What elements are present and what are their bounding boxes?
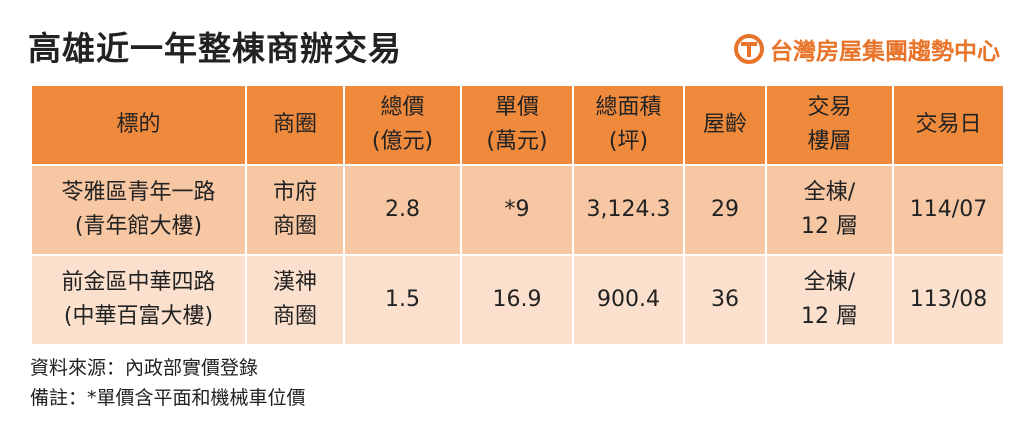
column-header: 交易 樓層 — [765, 84, 894, 166]
note: 備註：*單價含平面和機械車位價 — [30, 387, 306, 409]
notes: 資料來源：內政部實價登錄備註：*單價含平面和機械車位價 — [30, 353, 306, 413]
table-cell: 114/07 — [892, 164, 1005, 256]
table-cell: 36 — [683, 254, 767, 346]
table-cell: 1.5 — [343, 254, 462, 346]
table-cell: 全棟/12 層 — [765, 254, 894, 346]
cell-line: 2.8 — [385, 197, 420, 222]
cell-line: (坪) — [608, 129, 649, 154]
column-header: 交易日 — [892, 84, 1005, 166]
cell-line: 900.4 — [597, 287, 660, 312]
cell-line: 屋齡 — [702, 112, 747, 137]
cell-line: 單價 — [494, 95, 539, 120]
cell-line: 16.9 — [492, 287, 542, 312]
table-cell: 900.4 — [572, 254, 685, 346]
column-header: 標的 — [30, 84, 247, 166]
table-cell: 全棟/12 層 — [765, 164, 894, 256]
cell-line: (萬元) — [486, 129, 548, 154]
cell-line: 商圈 — [272, 112, 317, 137]
brand: 台灣房屋集團趨勢中心 — [734, 32, 1000, 66]
cell-line: 交易日 — [915, 112, 982, 137]
table-cell: 苓雅區青年一路 (青年館大樓) — [30, 164, 247, 256]
cell-line: (中華百富大樓) — [63, 304, 214, 329]
table-cell: 市府 商圈 — [245, 164, 345, 256]
cell-line: 36 — [711, 287, 739, 312]
cell-line: 全棟/ — [803, 180, 856, 205]
cell-line: (億元) — [371, 129, 434, 154]
column-header: 單價 (萬元) — [460, 84, 574, 166]
cell-line: 12 層 — [801, 214, 858, 239]
table-cell: *9 — [460, 164, 574, 256]
cell-line: 12 層 — [801, 304, 858, 329]
header-row: 標的 商圈 總價 (億元) 單價 (萬元) 總面積 (坪) 屋齡 交易 樓層 交易日 — [30, 84, 1005, 166]
cell-line: 苓雅區青年一路 — [61, 180, 216, 205]
cell-line: 113/08 — [909, 287, 988, 312]
cell-line: 114/07 — [909, 197, 988, 222]
title: 高雄近一年整棟商辦交易 — [28, 29, 402, 68]
cell-line: 3,124.3 — [586, 197, 671, 222]
cell-line: 市府 — [272, 180, 317, 205]
cell-line: 商圈 — [272, 304, 317, 329]
table-row: 前金區中華四路 (中華百富大樓) 漢神商圈 1.5 16.9 900.4 36 全棟/12 層… — [30, 254, 1005, 346]
cell-line: (青年館大樓) — [74, 214, 203, 239]
cell-line: 樓層 — [807, 129, 852, 154]
table-cell: 3,124.3 — [572, 164, 685, 256]
cell-line: 1.5 — [385, 287, 420, 312]
table-cell: 113/08 — [892, 254, 1005, 346]
note: 資料來源：內政部實價登錄 — [30, 357, 259, 379]
cell-line: 29 — [711, 197, 739, 222]
cell-line: 總價 — [380, 95, 425, 120]
column-header: 總面積 (坪) — [572, 84, 685, 166]
table-cell: 29 — [683, 164, 767, 256]
cell-line: 全棟/ — [803, 270, 856, 295]
column-header: 總價 (億元) — [343, 84, 462, 166]
table-cell: 前金區中華四路 (中華百富大樓) — [30, 254, 247, 346]
cell-line: *9 — [504, 197, 530, 222]
cell-line: 交易 — [807, 95, 852, 120]
brand-name: 台灣房屋集團趨勢中心 — [770, 39, 1000, 65]
table-cell: 16.9 — [460, 254, 574, 346]
cell-line: 漢神 — [272, 270, 317, 295]
cell-line: 標的 — [116, 112, 161, 137]
cell-line: 總面積 — [595, 95, 662, 120]
column-header: 屋齡 — [683, 84, 767, 166]
brand-logo — [734, 34, 764, 64]
table-cell: 漢神 商圈 — [245, 254, 345, 346]
cell-line: 商圈 — [272, 214, 317, 239]
cell-line: 前金區中華四路 — [61, 270, 216, 295]
table: 標的 商圈 總價 (億元) 單價 (萬元) 總面積 (坪) 屋齡 交易 樓層 交易日 苓雅區青年一路(… — [30, 84, 1005, 346]
column-header: 商圈 — [245, 84, 345, 166]
table-cell: 2.8 — [343, 164, 462, 256]
